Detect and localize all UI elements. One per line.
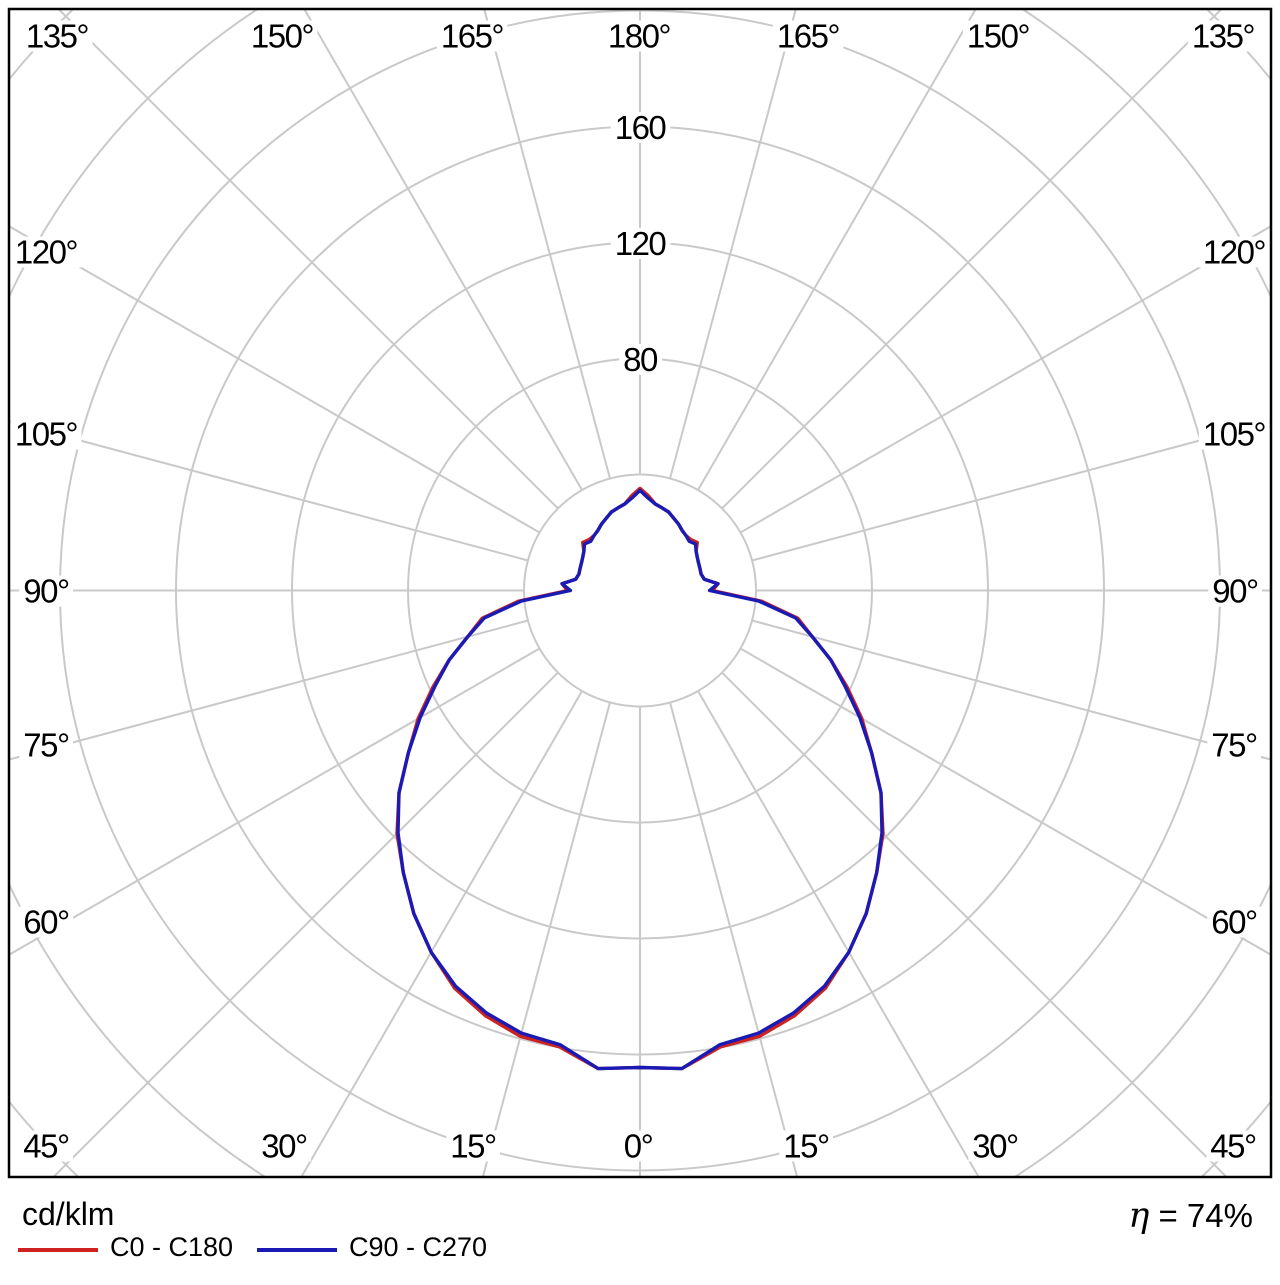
label-mask [446,1130,501,1162]
grid-ray [9,647,541,956]
label-mask [1208,575,1263,607]
angle-label-150: 150° [967,18,1030,55]
label-mask [968,1130,1023,1162]
label-mask [772,20,844,52]
angle-label-45: 45° [1210,1128,1256,1165]
efficiency-label: η = 74% [1128,1196,1253,1236]
angle-label-60: 60° [23,904,69,941]
label-mask [962,20,1034,52]
angle-label-120: 120° [15,234,78,271]
series-c90-c270 [396,488,884,1071]
curves [395,486,885,1071]
legend-label-c90-c270: C90 - C270 [349,1232,488,1262]
legend-entry-c90-c270: C90 - C270 [257,1232,487,1263]
grid-ray [697,9,977,491]
label-mask [610,228,671,259]
angle-label-0: 0° [624,1128,653,1165]
angle-label-75: 75° [1211,727,1257,764]
units-label: cd/klm [22,1196,115,1232]
angle-label-60: 60° [1211,904,1257,941]
label-mask [1206,1130,1261,1162]
label-mask [619,344,662,375]
radial-tick-160: 160 [615,109,667,146]
label-mask [603,20,675,52]
label-mask [436,20,508,52]
grid-ray [751,420,1271,562]
label-mask [19,575,74,607]
angle-label-135: 135° [1192,18,1255,55]
label-mask [10,418,82,450]
label-mask [19,1130,74,1162]
legend-entry-c0-c180: C0 - C180 [18,1232,233,1263]
angle-label-105: 105° [15,416,78,453]
label-mask [1198,418,1270,450]
grid-ray [669,702,799,1177]
grid-ray [739,225,1271,534]
label-mask [1207,906,1262,938]
chart-frame [7,7,1273,1179]
label-mask [610,112,671,143]
label-mask [1198,236,1270,268]
efficiency-value: = 74% [1149,1197,1253,1234]
angle-label-30: 30° [972,1128,1018,1165]
label-mask [619,1130,657,1162]
grid-circle [523,473,757,708]
grid-ray [483,9,611,479]
grid-ray [57,9,559,510]
label-mask [10,236,82,268]
label-mask [21,20,93,52]
angle-label-135: 135° [26,18,89,55]
grid-ray [697,690,980,1177]
radial-tick-120: 120 [615,225,667,262]
grid-ray [52,671,559,1177]
angle-label-165: 165° [777,18,840,55]
grid-ray [9,420,529,562]
grid-ray [9,619,529,761]
grid-ray [751,619,1271,761]
grid-ray [481,702,611,1177]
angle-label-45: 45° [23,1128,69,1165]
angle-label-15: 15° [783,1128,829,1165]
legend-swatch-red-line [18,1247,98,1252]
grid-ray [739,647,1271,956]
radial-tick-80: 80 [623,341,658,378]
label-mask [257,1130,312,1162]
grid-ray [303,9,583,491]
label-mask [19,906,74,938]
angle-label-15: 15° [450,1128,496,1165]
angle-label-165: 165° [441,18,504,55]
angle-label-105: 105° [1203,416,1266,453]
legend-label-c0-c180: C0 - C180 [110,1232,234,1262]
angle-label-75: 75° [23,727,69,764]
angle-label-90: 90° [1212,573,1258,610]
label-mask [1187,20,1259,52]
angle-label-150: 150° [251,18,314,55]
label-mask [1207,729,1262,761]
legend-swatch-blue-line [257,1247,337,1252]
angle-label-30: 30° [261,1128,307,1165]
grid-ray [300,690,583,1177]
angle-label-180: 180° [608,18,671,55]
angle-label-120: 120° [1203,234,1266,271]
angle-label-90: 90° [23,573,69,610]
grid-ray [9,225,541,534]
label-mask [246,20,318,52]
eta-symbol: η [1128,1196,1150,1236]
label-mask [19,729,74,761]
axis-labels: 0° 15° 15° 30° 30° 45° 45° 60° 60° 75° 75° 90° 90° 10… [10,18,1270,1165]
grid-ray [721,9,1223,510]
grid-ray [721,671,1228,1177]
grid-ray [669,9,797,479]
label-mask [779,1130,834,1162]
